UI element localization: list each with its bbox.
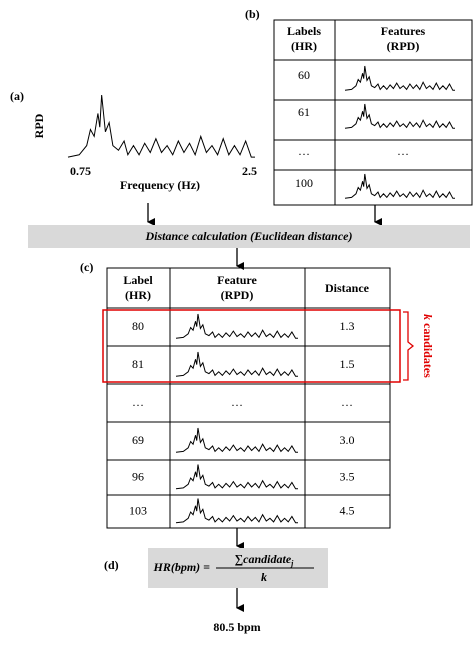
feature-cell <box>175 313 299 339</box>
rpd-spectrum <box>175 427 299 453</box>
header: (RPD) <box>221 288 254 302</box>
rpd-spectrum <box>66 93 257 159</box>
feature-cell <box>175 463 299 490</box>
table-c <box>106 267 391 529</box>
formula-lhs: HR(bpm) = <box>152 560 210 574</box>
cell: 3.0 <box>340 433 355 447</box>
rpd-plot <box>66 93 257 159</box>
cell: 60 <box>298 68 310 82</box>
header: Label <box>123 273 153 287</box>
candidates-label: k candidates <box>421 314 435 378</box>
rpd-spectrum <box>175 463 299 490</box>
distance-text: Distance calculation (Euclidean distance… <box>145 229 353 243</box>
cell: 4.5 <box>340 503 355 517</box>
y-label: RPD <box>32 113 46 138</box>
candidates: candidates <box>421 323 435 378</box>
rpd-spectrum <box>175 497 299 524</box>
panel-label: (a) <box>10 89 24 103</box>
subscript: j <box>289 559 294 568</box>
candidate-box <box>102 309 401 383</box>
header: (HR) <box>125 288 151 302</box>
denominator: k <box>261 570 267 584</box>
cell: 103 <box>129 503 147 517</box>
cell: … <box>231 395 243 409</box>
cell: 69 <box>132 433 144 447</box>
panel-label: (d) <box>104 558 119 572</box>
cell: 100 <box>295 176 313 190</box>
x-max-label: 2.5 <box>242 164 257 178</box>
cell: … <box>298 144 310 158</box>
header: Features <box>381 24 426 38</box>
cell: 1.5 <box>340 357 355 371</box>
feature-cell <box>175 497 299 524</box>
header: (HR) <box>291 39 317 53</box>
feature-cell <box>175 351 299 377</box>
panel-label: (c) <box>80 260 93 274</box>
cell: … <box>132 395 144 409</box>
rpd-spectrum <box>344 65 456 91</box>
cell: 96 <box>132 469 144 483</box>
rpd-spectrum <box>344 173 456 199</box>
cell: … <box>397 144 409 158</box>
result: 80.5 bpm <box>213 620 260 634</box>
cell: 3.5 <box>340 469 355 483</box>
x-min-label: 0.75 <box>70 164 91 178</box>
numerator-text: ∑candidate <box>235 552 292 566</box>
header: Feature <box>217 273 257 287</box>
bracket <box>403 311 415 381</box>
rpd-spectrum <box>175 313 299 339</box>
cell: 61 <box>298 105 310 119</box>
table-b <box>273 19 473 206</box>
numerator: ∑candidatej <box>235 552 295 568</box>
cell: … <box>341 395 353 409</box>
panel-label: (b) <box>245 7 260 21</box>
header: Labels <box>287 24 321 38</box>
x-label: Frequency (Hz) <box>120 178 200 192</box>
k: k <box>421 314 435 320</box>
feature-cell <box>175 427 299 453</box>
cell: 1.3 <box>340 319 355 333</box>
cell: 81 <box>132 357 144 371</box>
header: Distance <box>325 281 370 295</box>
distance-box <box>28 225 470 248</box>
rpd-spectrum <box>344 103 456 129</box>
header: (RPD) <box>387 39 420 53</box>
cell: 80 <box>132 319 144 333</box>
rpd-spectrum <box>175 351 299 377</box>
